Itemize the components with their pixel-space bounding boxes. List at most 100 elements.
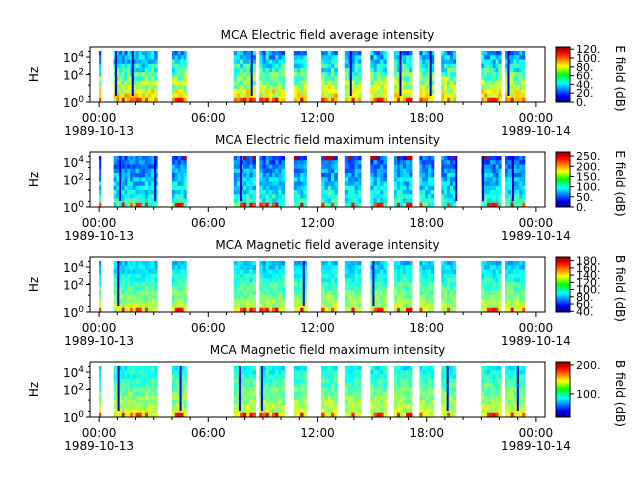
data-segment (99, 156, 102, 208)
data-segment (481, 51, 502, 103)
data-segment (370, 51, 387, 103)
data-segment (259, 261, 286, 313)
x-tick-date-label: 1989-10-13 (64, 229, 134, 243)
y-tick-label: 100 (63, 95, 84, 110)
data-segment (344, 366, 362, 418)
y-tick-label: 104 (63, 260, 84, 275)
panel-title: MCA Magnetic field maximum intensity (210, 343, 446, 357)
x-tick-label: 00:00 (519, 321, 554, 335)
colorbar (555, 361, 571, 418)
data-segment (233, 366, 256, 418)
x-tick-date-label: 1989-10-14 (501, 439, 571, 453)
data-segment (504, 366, 526, 418)
colorbar-tick-label: 120. (576, 43, 601, 56)
y-tick-label: 102 (63, 173, 84, 188)
data-segment (233, 51, 256, 103)
x-tick-label: 18:00 (409, 426, 444, 440)
data-segment (419, 366, 435, 418)
colorbar-tick-label: 140. (576, 269, 601, 282)
y-axis-label: Hz (27, 172, 41, 187)
x-tick-date-label: 1989-10-13 (64, 124, 134, 138)
data-segment (259, 51, 286, 103)
x-tick-label: 12:00 (300, 216, 335, 230)
colorbar-tick-label: 80. (576, 61, 594, 74)
x-tick-label: 12:00 (300, 426, 335, 440)
x-tick-label: 00:00 (82, 426, 117, 440)
data-segment (441, 366, 457, 418)
x-tick-label: 06:00 (191, 426, 226, 440)
colorbar-tick-label: 160. (576, 262, 601, 275)
data-segment (441, 156, 458, 208)
y-tick-label: 100 (63, 410, 84, 425)
y-tick-label: 104 (63, 155, 84, 170)
data-segment (99, 51, 102, 103)
data-segment (481, 156, 502, 208)
x-tick-label: 06:00 (191, 111, 226, 125)
colorbar-label: B field (dB) (613, 255, 627, 322)
x-tick-label: 00:00 (519, 426, 554, 440)
plot-area (90, 47, 545, 102)
colorbar-tick-label: 250. (576, 150, 601, 163)
data-segment (233, 156, 256, 208)
data-segment (259, 366, 286, 418)
data-segment (171, 51, 187, 103)
data-segment (393, 156, 413, 208)
y-tick-label: 104 (63, 365, 84, 380)
x-tick-date-label: 1989-10-13 (64, 439, 134, 453)
spectrogram-panel-3: MCA Magnetic field average intensity Hz 10… (27, 238, 627, 348)
data-segment (321, 156, 338, 208)
colorbar-tick-label: 180. (576, 255, 601, 268)
panel-title: MCA Magnetic field average intensity (215, 238, 439, 252)
data-segment (293, 51, 307, 103)
data-segment (171, 366, 187, 418)
x-tick-label: 00:00 (519, 216, 554, 230)
colorbar-tick-label: 150. (576, 170, 601, 183)
data-segment (135, 156, 158, 208)
colorbar-tick-label: 50. (576, 191, 594, 204)
panel-title: MCA Electric field maximum intensity (215, 133, 440, 147)
x-tick-date-label: 1989-10-14 (501, 124, 571, 138)
data-segment (321, 261, 338, 313)
colorbar-tick-label: 100. (576, 181, 601, 194)
colorbar-tick-label: 120. (576, 276, 601, 289)
colorbar-tick-label: 0. (576, 96, 587, 109)
data-segment (171, 156, 187, 208)
data-segment (259, 156, 286, 208)
colorbar-tick-label: 40. (576, 78, 594, 91)
colorbar-tick-label: 80. (576, 291, 594, 304)
data-segment (370, 156, 387, 208)
y-axis-label: Hz (27, 67, 41, 82)
x-tick-label: 00:00 (519, 111, 554, 125)
data-segment (113, 51, 125, 103)
data-segment (113, 366, 125, 418)
colorbar-tick-label: 200. (576, 359, 601, 372)
data-segment (370, 261, 387, 313)
data-segment (124, 366, 136, 418)
x-tick-date-label: 1989-10-14 (501, 334, 571, 348)
colorbar-tick-label: 100. (576, 284, 601, 297)
plot-area (90, 362, 545, 417)
x-tick-label: 00:00 (82, 216, 117, 230)
colorbar-tick-label: 200. (576, 160, 601, 173)
y-axis-label: Hz (27, 277, 41, 292)
data-segment (393, 261, 413, 313)
x-tick-label: 18:00 (409, 111, 444, 125)
y-tick-label: 100 (63, 200, 84, 215)
data-segment (441, 51, 457, 103)
colorbar (555, 46, 571, 103)
colorbar (555, 151, 571, 208)
data-segment (419, 261, 435, 313)
data-segment (441, 261, 457, 313)
y-tick-label: 102 (63, 278, 84, 293)
y-axis-label: Hz (27, 382, 41, 397)
data-segment (321, 366, 338, 418)
data-segment (293, 261, 307, 313)
y-tick-label: 102 (63, 383, 84, 398)
spectrogram-panel-4: MCA Magnetic field maximum intensity Hz 10… (27, 343, 627, 453)
data-segment (171, 261, 187, 313)
data-segment (321, 51, 338, 103)
data-segment (99, 366, 102, 418)
x-tick-label: 18:00 (409, 216, 444, 230)
data-segment (124, 261, 136, 313)
